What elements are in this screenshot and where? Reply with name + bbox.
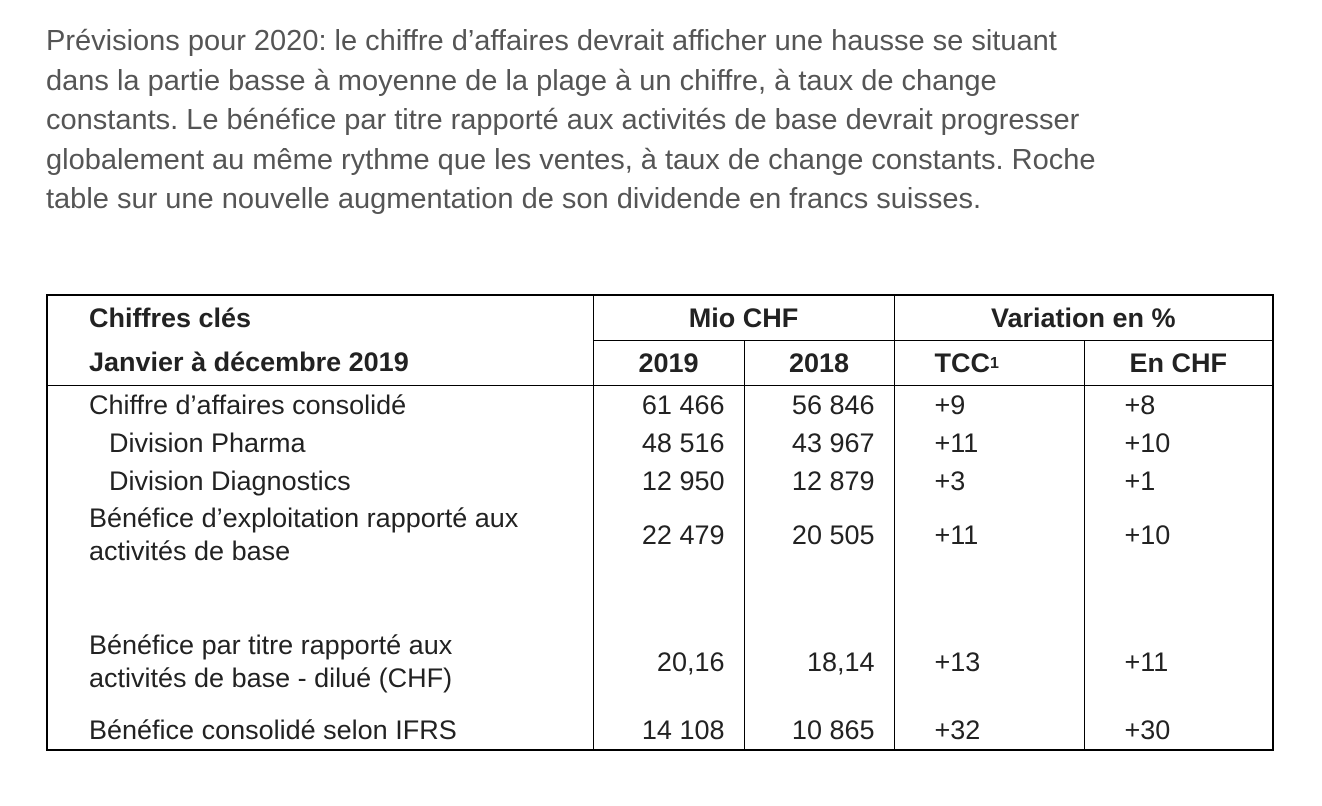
table-row: Division Diagnostics 12 950 12 879 +3 +1 xyxy=(47,462,1274,500)
cell-chf: +10 xyxy=(1083,500,1274,589)
cell-2018: 20 505 xyxy=(743,500,895,589)
header-tcc: TCC1 xyxy=(893,340,1085,386)
cell-2019: 12 950 xyxy=(592,462,744,500)
cell-tcc: +9 xyxy=(893,385,1085,424)
cell-tcc: +3 xyxy=(893,462,1085,500)
header-en-chf: En CHF xyxy=(1083,340,1274,386)
cell-2018: 10 865 xyxy=(743,707,895,750)
cell-2018: 18,14 xyxy=(743,627,895,697)
cell-2019: 20,16 xyxy=(592,627,744,697)
table-row: Division Pharma 48 516 43 967 +11 +10 xyxy=(47,424,1274,462)
row-label-line: activités de base xyxy=(89,536,291,566)
cell-2018: 56 846 xyxy=(743,385,895,424)
cell-2019: 48 516 xyxy=(592,424,744,462)
cell-2019: 61 466 xyxy=(592,385,744,424)
spacer-row xyxy=(47,697,1274,707)
table-title: Chiffres clés xyxy=(89,302,252,333)
row-label-line: Bénéfice par titre rapporté aux xyxy=(89,630,453,660)
table-row: Chiffre d’affaires consolidé 61 466 56 8… xyxy=(47,385,1274,424)
row-label: Division Diagnostics xyxy=(109,465,351,496)
header-2019: 2019 xyxy=(592,340,744,386)
intro-paragraph: Prévisions pour 2020: le chiffre d’affai… xyxy=(46,25,1096,215)
cell-chf: +1 xyxy=(1083,462,1274,500)
header-mio-chf: Mio CHF xyxy=(592,295,895,341)
spacer-row xyxy=(47,589,1274,627)
cell-tcc: +32 xyxy=(893,707,1085,750)
table-row: Bénéfice par titre rapporté aux activités… xyxy=(47,627,1274,697)
row-label: Division Pharma xyxy=(109,427,306,458)
cell-tcc: +11 xyxy=(893,424,1085,462)
cell-tcc: +13 xyxy=(893,627,1085,697)
row-label: Chiffre d’affaires consolidé xyxy=(89,389,407,420)
cell-2018: 43 967 xyxy=(743,424,895,462)
table-row: Bénéfice d’exploitation rapporté aux acti… xyxy=(47,500,1274,589)
footnote-marker: 1 xyxy=(990,354,999,372)
cell-chf: +11 xyxy=(1083,627,1274,697)
key-figures-table: Chiffres clés Mio CHF Variation en % Jan… xyxy=(46,294,1275,751)
row-label: Bénéfice consolidé selon IFRS xyxy=(89,715,457,745)
header-variation: Variation en % xyxy=(893,295,1274,341)
table-row: Bénéfice consolidé selon IFRS 14 108 10 … xyxy=(47,707,1274,750)
row-label-line: activités de base - dilué (CHF) xyxy=(89,663,453,693)
cell-chf: +10 xyxy=(1083,424,1274,462)
cell-chf: +8 xyxy=(1083,385,1274,424)
row-label-line: Bénéfice d’exploitation rapporté aux xyxy=(89,503,519,533)
table-period: Janvier à décembre 2019 xyxy=(47,340,593,386)
cell-chf: +30 xyxy=(1083,707,1274,750)
cell-2019: 22 479 xyxy=(592,500,744,589)
header-2018: 2018 xyxy=(743,340,895,386)
row-label: Bénéfice d’exploitation rapporté aux acti… xyxy=(47,500,593,589)
cell-2019: 14 108 xyxy=(592,707,744,750)
cell-tcc: +11 xyxy=(893,500,1085,589)
cell-2018: 12 879 xyxy=(743,462,895,500)
row-label: Bénéfice par titre rapporté aux activités… xyxy=(47,627,593,697)
header-tcc-label: TCC xyxy=(934,347,991,378)
